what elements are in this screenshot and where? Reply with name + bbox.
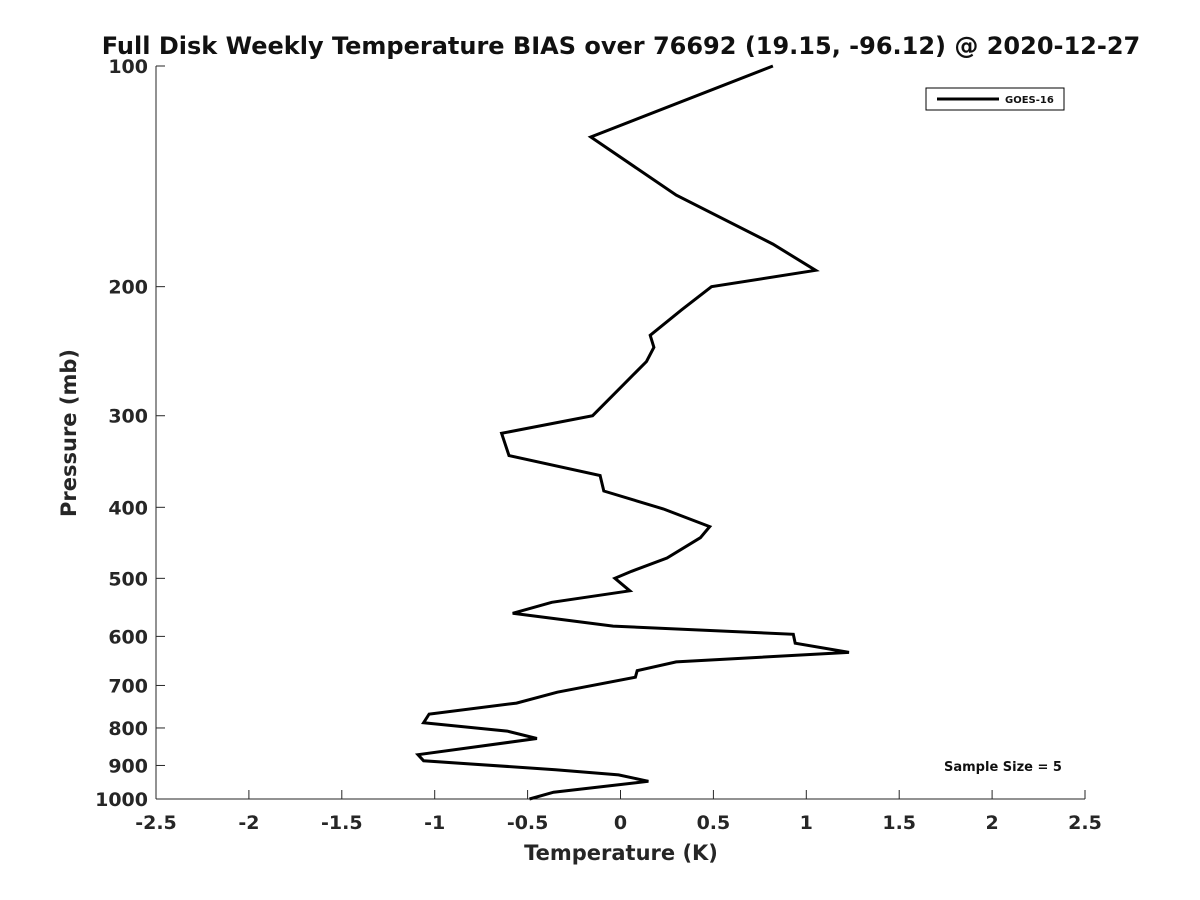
y-tick-label: 300 (108, 406, 148, 428)
x-tick-label: -0.5 (507, 812, 549, 834)
sample-size-annotation: Sample Size = 5 (944, 760, 1062, 775)
chart-title: Full Disk Weekly Temperature BIAS over 7… (102, 32, 1141, 60)
legend-label: GOES-16 (1005, 95, 1054, 106)
x-tick-label: -1.5 (321, 812, 363, 834)
y-tick-label: 600 (108, 626, 148, 648)
x-tick-label: -2.5 (135, 812, 177, 834)
legend: GOES-16 (925, 87, 1065, 111)
x-tick-label: 2.5 (1068, 812, 1102, 834)
x-tick-label: -2 (238, 812, 259, 834)
y-axis-label: Pressure (mb) (57, 349, 81, 517)
x-tick-label: 0.5 (697, 812, 731, 834)
x-tick-label: 2 (985, 812, 998, 834)
y-tick-label: 800 (108, 718, 148, 740)
x-tick-label: 1 (800, 812, 813, 834)
x-tick-label: -1 (424, 812, 445, 834)
y-tick-label: 400 (108, 497, 148, 519)
x-axis-label: Temperature (K) (524, 841, 718, 865)
y-tick-label: 700 (108, 675, 148, 697)
series-layer (414, 64, 850, 801)
y-axis-ticks: 100 200 300 400 500 600 700 800 900 1000 (95, 56, 165, 811)
x-axis-ticks: -2.5 -2 -1.5 -1 -0.5 0 0.5 1 1.5 2 2.5 (135, 790, 1102, 834)
y-tick-label: 1000 (95, 789, 148, 811)
y-tick-label: 100 (108, 56, 148, 78)
x-tick-label: 1.5 (882, 812, 916, 834)
series-line-goes-16 (414, 64, 850, 801)
x-tick-label: 0 (614, 812, 627, 834)
y-tick-label: 900 (108, 755, 148, 777)
y-tick-label: 500 (108, 568, 148, 590)
y-tick-label: 200 (108, 277, 148, 299)
